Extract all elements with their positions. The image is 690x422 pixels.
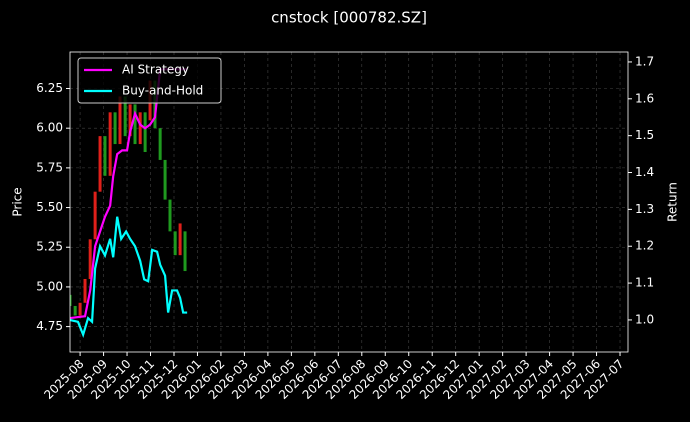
y-tick-label: 4.75: [36, 319, 63, 333]
candle: [98, 136, 102, 192]
y2-tick-label: 1.7: [635, 54, 654, 68]
candle: [138, 112, 142, 145]
candle: [118, 96, 122, 145]
candle: [88, 239, 92, 279]
candle: [113, 112, 117, 145]
y2-tick-label: 1.0: [635, 312, 654, 326]
y-tick-label: 5.00: [36, 279, 63, 293]
y2-tick-label: 1.2: [635, 239, 654, 253]
y-tick-label: 6.25: [36, 81, 63, 95]
y2-tick-label: 1.4: [635, 165, 654, 179]
y-tick-label: 5.50: [36, 200, 63, 214]
candle: [78, 302, 82, 316]
y-tick-label: 5.75: [36, 160, 63, 174]
plot-frame: [69, 51, 629, 353]
candle: [70, 294, 72, 306]
candle: [183, 231, 187, 272]
candle: [133, 104, 137, 145]
candle: [73, 305, 77, 316]
y2-tick-label: 1.5: [635, 128, 654, 142]
chart-title: cnstock [000782.SZ]: [271, 9, 427, 27]
candle: [103, 136, 107, 176]
y-tick-label: 6.00: [36, 121, 63, 135]
candle: [158, 128, 162, 160]
candle: [93, 191, 97, 240]
legend-label: Buy-and-Hold: [122, 84, 203, 98]
y-axis-label: Price: [11, 187, 25, 216]
candle: [178, 223, 182, 256]
candle: [163, 159, 167, 200]
line-series: [70, 68, 188, 320]
y2-tick-label: 1.6: [635, 91, 654, 105]
candle: [123, 96, 127, 137]
candle: [173, 231, 177, 256]
legend-label: AI Strategy: [122, 63, 189, 77]
y2-tick-label: 1.1: [635, 276, 654, 290]
y-tick-label: 5.25: [36, 240, 63, 254]
candle: [108, 112, 112, 176]
legend-box: [77, 57, 222, 104]
line-series: [70, 216, 188, 339]
candle: [153, 80, 157, 129]
candle: [168, 199, 172, 232]
candle: [128, 104, 132, 137]
candle: [143, 112, 147, 152]
candle: [83, 278, 87, 303]
y2-tick-label: 1.3: [635, 202, 654, 216]
y2-axis-label: Return: [666, 182, 680, 222]
